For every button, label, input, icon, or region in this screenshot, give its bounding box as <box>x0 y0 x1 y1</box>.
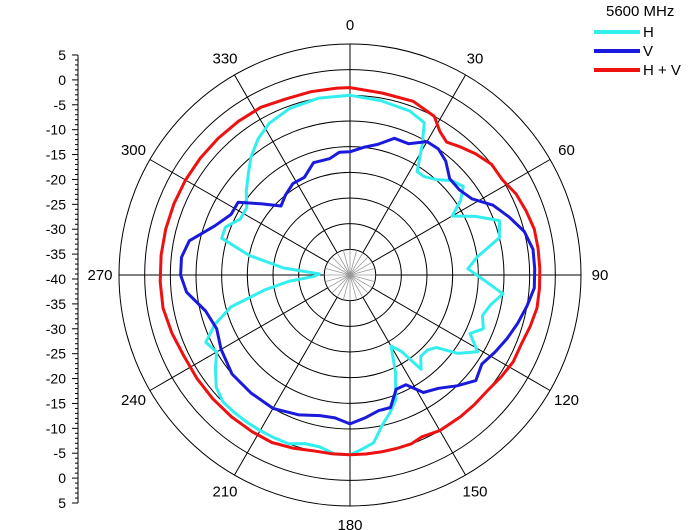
radial-tick-label: -5 <box>54 445 67 461</box>
center-spoke <box>342 250 351 276</box>
center-spoke <box>349 274 369 294</box>
spoke-line <box>371 159 551 263</box>
radial-tick-label: 5 <box>58 47 66 63</box>
radial-tick-label: -30 <box>46 321 66 337</box>
center-spoke <box>349 274 358 300</box>
series-layer <box>158 86 542 457</box>
radial-tick-label: -25 <box>46 346 66 362</box>
legend-label: V <box>643 43 653 60</box>
series-line-2 <box>179 136 537 426</box>
center-spoke <box>325 274 351 283</box>
angle-label: 0 <box>346 17 354 34</box>
spoke-line <box>149 287 329 391</box>
angle-label: 150 <box>462 484 487 501</box>
series-line-1 <box>204 93 505 457</box>
radial-tick-label: -35 <box>46 246 66 262</box>
center-spoke <box>336 274 351 298</box>
center-spoke <box>331 274 351 294</box>
radial-tick-label: -15 <box>46 395 66 411</box>
spoke-line <box>362 296 466 476</box>
radial-tick-label: 5 <box>58 495 66 511</box>
radial-tick-label: 0 <box>58 72 66 88</box>
center-spoke <box>336 252 351 276</box>
center-spoke <box>327 261 351 276</box>
series-line-3 <box>158 86 542 457</box>
radial-tick-label: -5 <box>54 97 67 113</box>
center-spoke <box>349 274 375 283</box>
radial-tick-label: -20 <box>46 171 66 187</box>
angle-labels: 0 30 60 90 120 150 180 210 240 270 300 330 <box>87 17 608 530</box>
center-spoke <box>342 274 351 300</box>
polar-grid <box>118 43 582 507</box>
legend-label: H + V <box>643 62 681 79</box>
angle-label: 240 <box>121 392 146 409</box>
angle-label: 210 <box>212 484 237 501</box>
radial-tick-label: -35 <box>46 296 66 312</box>
angle-label: 330 <box>212 50 237 67</box>
radial-tick-label: -20 <box>46 371 66 387</box>
spoke-line <box>234 74 338 254</box>
angle-label: 90 <box>592 267 609 284</box>
legend-label: H <box>643 24 654 41</box>
radial-tick-label: 0 <box>58 470 66 486</box>
legend: 5600 MHz HV H + V <box>594 3 681 79</box>
radial-tick-label: -40 <box>46 271 66 287</box>
center-spoke <box>349 274 364 298</box>
radial-tick-label: -10 <box>46 122 66 138</box>
radial-tick-label: -30 <box>46 221 66 237</box>
angle-label: 180 <box>337 517 362 530</box>
center-spoke <box>349 252 364 276</box>
center-spoke <box>325 267 351 276</box>
radial-axis: 5 0 -5 -10 -15 -20 -25 -30 -35 -40 -35 -30 -25 -20 -15… <box>46 47 79 511</box>
legend-title: 5600 MHz <box>606 3 674 20</box>
center-spoke <box>331 256 351 276</box>
radial-tick-label: -10 <box>46 420 66 436</box>
center-spoke <box>349 256 369 276</box>
angle-label: 60 <box>558 142 575 159</box>
spoke-line <box>234 296 338 476</box>
spoke-line <box>362 74 466 254</box>
spoke-line <box>371 287 551 391</box>
center-spoke <box>349 261 373 276</box>
center-spoke <box>349 250 358 276</box>
radial-tick-label: -15 <box>46 147 66 163</box>
angle-label: 270 <box>87 267 112 284</box>
radial-tick-label: -25 <box>46 196 66 212</box>
center-spoke <box>327 274 351 289</box>
center-spoke <box>349 274 373 289</box>
center-spoke <box>349 267 375 276</box>
angle-label: 300 <box>121 142 146 159</box>
angle-label: 30 <box>467 50 484 67</box>
spoke-line <box>149 159 329 263</box>
angle-label: 120 <box>554 392 579 409</box>
